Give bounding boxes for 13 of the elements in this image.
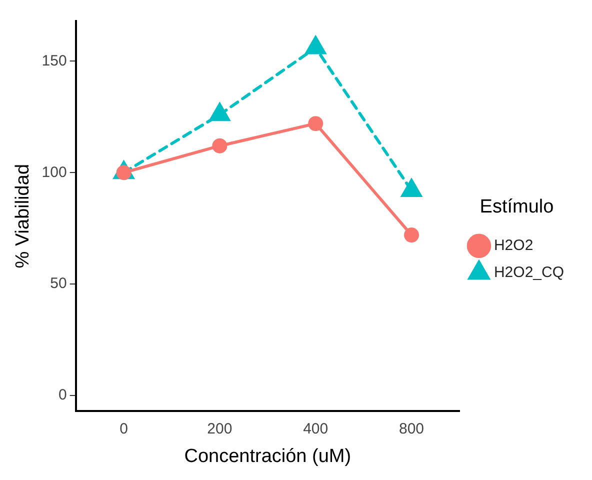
legend-label: H2O2: [494, 237, 534, 254]
x-tick-label: 200: [207, 420, 232, 438]
x-axis-title: Concentración (uM): [184, 446, 352, 467]
legend-label: H2O2_CQ: [494, 264, 564, 282]
y-axis-title: % Viabilidad: [12, 164, 34, 268]
y-tick-label: 0: [58, 386, 67, 404]
x-tick-label: 400: [303, 420, 328, 438]
x-tick-label: 0: [120, 420, 128, 438]
y-tick-label: 150: [42, 52, 67, 70]
y-tick-label: 100: [42, 164, 67, 181]
y-tick-label: 50: [50, 275, 67, 292]
x-tick-label: 800: [399, 420, 424, 438]
legend-title: Estímulo: [480, 196, 554, 218]
